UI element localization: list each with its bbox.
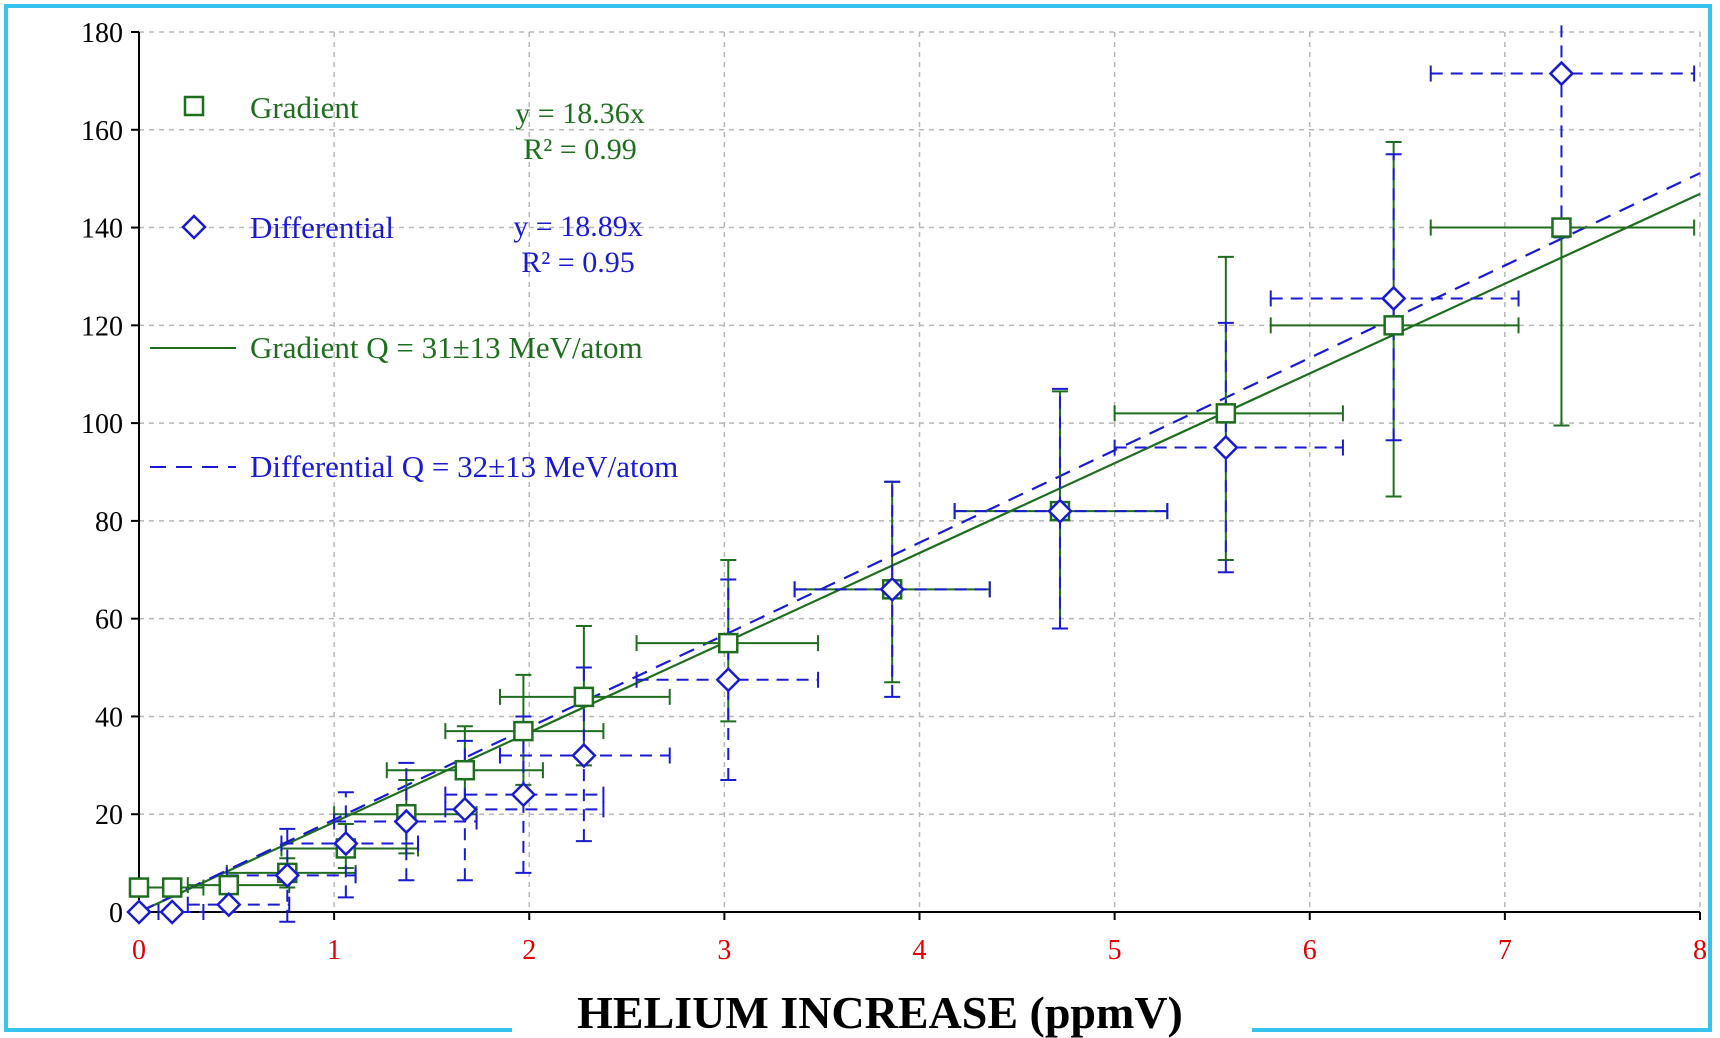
y-tick-label: 60 (95, 605, 123, 636)
differential-point (393, 808, 420, 835)
y-tick-label: 120 (81, 311, 123, 342)
gradient-point (1383, 315, 1404, 336)
differential-point (452, 796, 478, 823)
x-axis-title: HELIUM INCREASE (ppmV) (577, 987, 1183, 1038)
x-tick-label: 7 (1498, 935, 1512, 966)
differential-point (333, 830, 359, 857)
axes (131, 31, 1701, 920)
legend-differential-fit-label: Differential Q = 32±13 MeV/atom (250, 449, 678, 484)
gradient-equation: y = 18.36x (515, 97, 644, 130)
y-tick-label: 80 (95, 507, 123, 538)
y-tick-label: 20 (95, 800, 123, 831)
chart-frame (4, 4, 1712, 1032)
differential-point (879, 576, 905, 603)
differential-fit-line (138, 172, 1701, 913)
y-tick-label: 0 (109, 898, 123, 929)
legend-gradient-label: Gradient (250, 90, 359, 125)
gradient-point (454, 759, 476, 781)
gradient-point (573, 686, 595, 708)
data-markers (126, 60, 1575, 925)
differential-point (274, 862, 301, 889)
gradient-point (218, 874, 240, 896)
differential-point (1213, 434, 1239, 461)
gradient-r2: R² = 0.99 (523, 133, 636, 166)
legend-differential-label: Differential (250, 210, 394, 245)
tick-labels: 0 20 40 60 80 100 120 140 160 180 0 1 2 3 4 5 6 7 8 (81, 18, 1707, 966)
differential-r2: R² = 0.95 (521, 246, 634, 279)
differential-point (215, 891, 242, 918)
y-tick-label: 40 (95, 702, 123, 733)
gradient-point (1215, 403, 1237, 424)
differential-point (159, 899, 185, 925)
x-tick-label: 3 (717, 935, 731, 966)
x-tick-label: 1 (327, 935, 341, 966)
y-tick-label: 160 (81, 116, 123, 147)
legend-gradient-marker (183, 95, 205, 117)
differential-point (1047, 498, 1073, 524)
x-tick-label: 4 (913, 935, 927, 966)
differential-point (1548, 60, 1575, 87)
x-axis-title-background (512, 980, 1252, 1038)
gradient-point (513, 720, 534, 742)
gradient-point (718, 632, 739, 654)
x-tick-label: 6 (1303, 935, 1317, 966)
y-tick-label: 140 (81, 214, 123, 245)
differential-point (510, 781, 537, 808)
differential-point (1380, 285, 1407, 312)
legend-differential-marker (181, 214, 207, 240)
x-tick-label: 8 (1693, 935, 1707, 966)
legend: Gradient Differential Gradient Q = 31±13… (150, 90, 678, 484)
differential-point (571, 742, 597, 769)
gradient-point (161, 877, 183, 898)
x-tick-label: 2 (522, 935, 536, 966)
differential-point (126, 899, 152, 925)
gradient-point (1551, 217, 1572, 238)
y-tick-label: 100 (81, 409, 123, 440)
x-tick-label: 5 (1108, 935, 1122, 966)
legend-gradient-fit-label: Gradient Q = 31±13 MeV/atom (250, 330, 643, 365)
differential-point (715, 667, 742, 693)
gradient-fit-line (138, 192, 1701, 913)
gradient-point (128, 877, 150, 898)
y-tick-label: 180 (81, 18, 123, 49)
x-tick-label: 0 (132, 935, 146, 966)
fit-lines (138, 172, 1701, 913)
differential-equation: y = 18.89x (513, 210, 642, 243)
